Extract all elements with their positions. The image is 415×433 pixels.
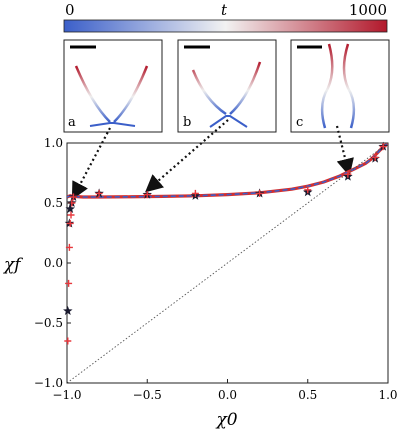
plus-point-9 bbox=[191, 189, 199, 197]
x-tick-label-4: 1.0 bbox=[378, 388, 397, 402]
y-ticks: −1.0 −0.5 0.0 0.5 1.0 bbox=[34, 136, 71, 390]
inset-b: b bbox=[177, 39, 277, 133]
colorbar-max-label: 1000 bbox=[349, 1, 387, 19]
series-1-dashed-line bbox=[67, 143, 388, 198]
inset-arrows bbox=[71, 119, 354, 200]
colorbar: 0 t 1000 bbox=[63, 1, 388, 33]
arrow-b bbox=[145, 119, 229, 193]
y-tick-label-1: −0.5 bbox=[34, 316, 63, 330]
series-layer bbox=[67, 143, 388, 383]
inset-c-label: c bbox=[296, 115, 303, 130]
inset-a: a bbox=[63, 39, 163, 133]
plus-point-3 bbox=[66, 219, 74, 227]
plus-point-7 bbox=[95, 189, 103, 197]
y-axis-label: χf bbox=[3, 255, 23, 275]
y-tick-label-3: 0.5 bbox=[44, 196, 63, 210]
plus-point-0 bbox=[64, 337, 72, 345]
arrow-a bbox=[71, 127, 111, 200]
inset-c-filament bbox=[320, 43, 356, 129]
y-tick-label-0: −1.0 bbox=[34, 376, 63, 390]
plus-point-13 bbox=[371, 153, 379, 161]
plus-point-2 bbox=[65, 243, 73, 251]
colorbar-min-label: 0 bbox=[65, 1, 75, 19]
plus-point-6 bbox=[69, 193, 77, 201]
inset-a-label: a bbox=[68, 115, 76, 130]
inset-a-filament bbox=[74, 65, 149, 123]
inset-b-frame bbox=[177, 39, 277, 133]
inset-c: c bbox=[290, 39, 390, 133]
plus-point-11 bbox=[304, 186, 312, 194]
y-tick-label-2: 0.0 bbox=[44, 256, 63, 270]
y-tick-label-4: 1.0 bbox=[44, 136, 63, 150]
colorbar-gradient bbox=[63, 19, 388, 33]
plus-point-4 bbox=[67, 211, 75, 219]
inset-a-frame bbox=[63, 39, 163, 133]
plus-point-1 bbox=[65, 279, 73, 287]
inset-a-base bbox=[89, 122, 136, 127]
plus-point-8 bbox=[143, 191, 151, 199]
plus-point-10 bbox=[256, 189, 264, 197]
inset-b-filament bbox=[191, 61, 262, 116]
colorbar-title: t bbox=[221, 1, 228, 19]
inset-c-frame bbox=[290, 39, 390, 133]
x-ticks: −1.0 −0.5 0.0 0.5 1.0 bbox=[52, 379, 398, 402]
arrow-c bbox=[335, 125, 354, 177]
plus-point-14 bbox=[379, 143, 387, 151]
star-point-0 bbox=[63, 306, 73, 316]
star-point-2 bbox=[65, 204, 75, 214]
inset-b-base bbox=[209, 115, 248, 128]
plus-point-12 bbox=[344, 170, 352, 178]
diagonal-reference-line bbox=[67, 143, 388, 383]
x-tick-label-3: 0.5 bbox=[298, 388, 317, 402]
marker-layer bbox=[63, 141, 388, 345]
series-0-line bbox=[67, 143, 388, 199]
x-tick-label-1: −0.5 bbox=[133, 388, 162, 402]
inset-b-label: b bbox=[183, 115, 191, 130]
x-tick-label-2: 0.0 bbox=[218, 388, 237, 402]
x-tick-label-0: −1.0 bbox=[52, 388, 81, 402]
x-axis-label: χ0 bbox=[215, 410, 237, 430]
